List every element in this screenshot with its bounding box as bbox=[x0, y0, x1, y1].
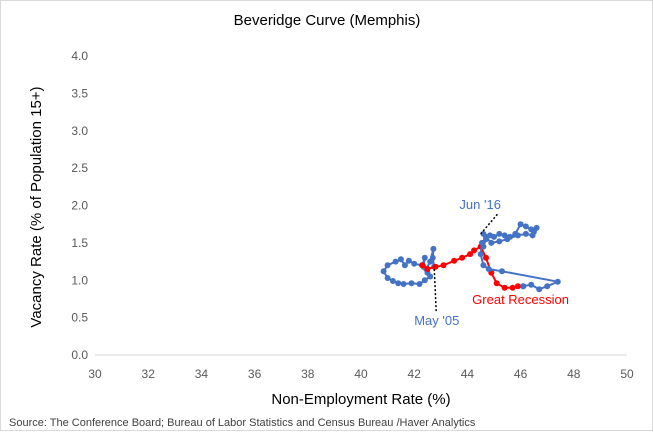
data-point bbox=[405, 257, 412, 264]
data-point bbox=[528, 281, 535, 288]
y-tick-label: 3.5 bbox=[71, 86, 88, 100]
x-tick-label: 42 bbox=[408, 367, 422, 381]
annotation-label: Jun '16 bbox=[459, 197, 501, 212]
x-tick-label: 44 bbox=[461, 367, 475, 381]
data-point bbox=[529, 232, 536, 239]
data-point bbox=[397, 256, 404, 263]
series-post-recession bbox=[477, 221, 561, 293]
y-tick-label: 0.0 bbox=[71, 348, 88, 362]
data-point bbox=[496, 238, 503, 245]
data-point bbox=[533, 224, 540, 231]
x-axis-title: Non-Employment Rate (%) bbox=[271, 391, 450, 408]
data-point bbox=[380, 268, 387, 275]
data-point bbox=[517, 221, 524, 228]
data-point bbox=[421, 277, 428, 284]
data-point bbox=[384, 262, 391, 269]
data-point bbox=[419, 262, 426, 269]
x-tick-label: 38 bbox=[301, 367, 315, 381]
y-tick-label: 0.5 bbox=[71, 311, 88, 325]
y-tick-label: 3.0 bbox=[71, 124, 88, 138]
x-tick-label: 46 bbox=[514, 367, 528, 381]
data-point bbox=[485, 266, 492, 272]
data-point bbox=[491, 233, 497, 240]
data-point bbox=[520, 283, 527, 290]
data-point bbox=[509, 284, 516, 291]
x-tick-label: 40 bbox=[354, 367, 368, 381]
axes: 0.0 0.5 1.0 1.5 2.0 2.5 3.0 3.5 4.0 30 32 34 36 38 40 4… bbox=[71, 49, 634, 381]
data-point bbox=[554, 278, 561, 285]
x-tick-label: 50 bbox=[620, 367, 634, 381]
data-point bbox=[514, 283, 521, 290]
data-point bbox=[471, 247, 478, 254]
x-tick-label: 30 bbox=[88, 367, 102, 381]
x-tick-label: 36 bbox=[248, 367, 262, 381]
data-point bbox=[408, 280, 415, 287]
data-point bbox=[477, 251, 484, 258]
data-point bbox=[493, 280, 500, 287]
y-tick-label: 1.0 bbox=[71, 273, 88, 287]
y-tick-label: 2.0 bbox=[71, 199, 88, 213]
data-point bbox=[427, 273, 434, 280]
annotation-leader bbox=[433, 266, 437, 312]
data-point bbox=[544, 283, 551, 290]
y-tick-label: 2.5 bbox=[71, 161, 88, 175]
data-point bbox=[504, 236, 511, 243]
data-point bbox=[488, 239, 495, 246]
data-point bbox=[389, 278, 396, 284]
source-note: Source: The Conference Board; Bureau of … bbox=[9, 417, 476, 429]
series-layer bbox=[380, 221, 561, 293]
data-point bbox=[401, 262, 408, 269]
data-point bbox=[411, 260, 418, 267]
data-point bbox=[501, 284, 508, 291]
data-point bbox=[440, 262, 447, 269]
annotation-label: Great Recession bbox=[472, 292, 569, 307]
data-point bbox=[427, 258, 434, 265]
data-point bbox=[522, 223, 529, 230]
data-point bbox=[424, 266, 431, 272]
data-point bbox=[432, 263, 439, 270]
annotation-leader bbox=[480, 213, 498, 235]
x-tick-label: 48 bbox=[567, 367, 581, 381]
data-point bbox=[392, 258, 399, 265]
data-point bbox=[395, 280, 402, 287]
series-line bbox=[421, 245, 524, 289]
data-point bbox=[514, 232, 521, 239]
data-point bbox=[483, 254, 489, 261]
data-point bbox=[522, 230, 529, 237]
x-tick-label: 32 bbox=[142, 367, 156, 381]
data-point bbox=[384, 275, 391, 281]
chart-title: Beveridge Curve (Memphis) bbox=[234, 12, 421, 29]
data-point bbox=[416, 281, 423, 287]
data-point bbox=[400, 281, 407, 287]
data-point bbox=[499, 268, 505, 275]
y-tick-label: 1.5 bbox=[71, 236, 88, 250]
annotation-layer: Jun '16 May '05 Great Recession bbox=[414, 197, 569, 328]
data-point bbox=[480, 230, 487, 237]
data-point bbox=[467, 251, 474, 258]
data-point bbox=[421, 254, 428, 261]
data-point bbox=[496, 230, 503, 237]
data-point bbox=[536, 286, 543, 293]
data-point bbox=[430, 245, 437, 252]
annotation-label: May '05 bbox=[414, 313, 459, 328]
y-tick-label: 4.0 bbox=[71, 49, 88, 63]
y-axis-title: Vacancy Rate (% of Population 15+) bbox=[28, 86, 45, 327]
data-point bbox=[459, 254, 466, 261]
data-point bbox=[451, 257, 458, 264]
data-point bbox=[480, 262, 487, 269]
data-point bbox=[480, 243, 487, 250]
x-tick-label: 34 bbox=[195, 367, 209, 381]
